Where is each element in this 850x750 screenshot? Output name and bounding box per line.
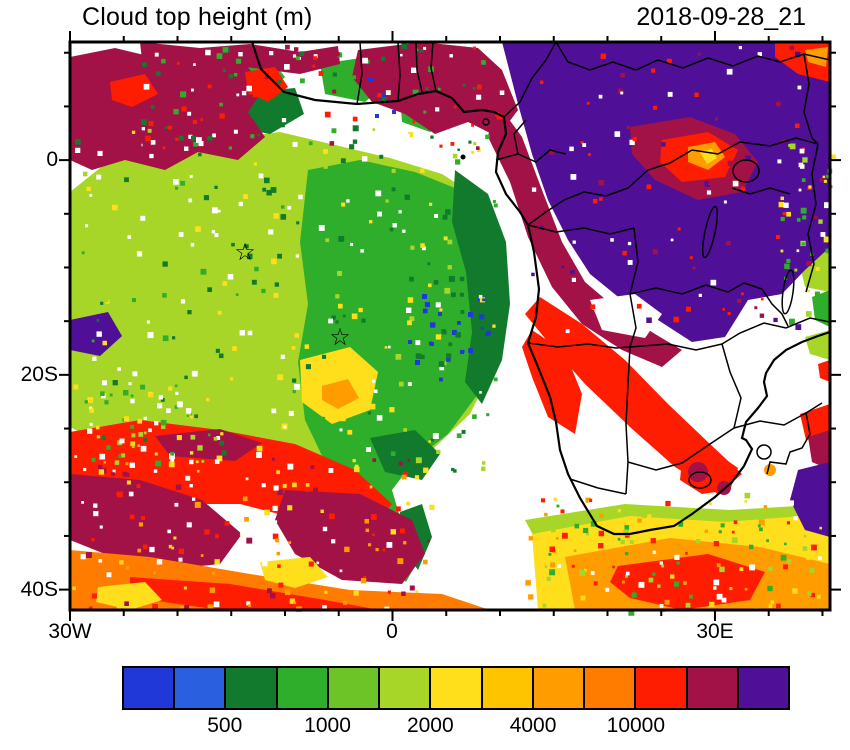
colorbar-cell [275,668,327,708]
colorbar-cell [173,668,225,708]
colorbar-cell [685,668,737,708]
xtick-label-30e: 30E [696,620,734,643]
colorbar-tick-label: 4000 [509,714,557,737]
sao-tome-dot [460,154,466,160]
coastline [250,41,831,536]
bioko-island [482,118,490,126]
axis-frame [68,40,832,612]
coastline-and-borders [250,41,831,536]
colorbar-cell [326,668,379,708]
star-marker: ☆ [329,323,351,351]
colorbar-cell [429,668,481,708]
map-plot: ☆ ☆ [59,31,841,621]
cloud-top-field [70,42,830,610]
lake-malawi [781,269,795,315]
colorbar-cell [736,668,789,708]
lake-victoria [732,159,760,183]
xtick-label-30w: 30W [48,620,92,643]
lesotho-border [688,471,712,489]
colorbar-tick-label: 2000 [406,714,454,737]
eswatini-border [756,444,772,460]
ytick-label-40s: 40S [20,578,58,601]
station-markers: ☆ ☆ [234,238,351,351]
chart-title: Cloud top height (m) [82,3,313,31]
country-borders [356,41,831,495]
colorbar-tick-label: 10000 [606,714,666,737]
star-marker: ☆ [234,238,256,266]
colorbar-cell [531,668,584,708]
ytick-label-0: 0 [46,148,58,171]
colorbar-cell [378,668,430,708]
chart-date: 2018-09-28_21 [636,3,806,31]
colorbar-cell [480,668,532,708]
colorbar-cell [224,668,276,708]
map-svg: ☆ ☆ [59,31,841,621]
colorbar [122,666,790,710]
colorbar-tick-label: 500 [207,714,243,737]
colorbar-tick-label: 1000 [304,714,351,737]
xtick-label-0: 0 [386,620,398,643]
ytick-label-20s: 20S [20,363,58,386]
colorbar-cell [124,668,174,708]
lake-tanganyika [701,205,719,259]
colorbar-cell [583,668,635,708]
colorbar-cell [634,668,686,708]
